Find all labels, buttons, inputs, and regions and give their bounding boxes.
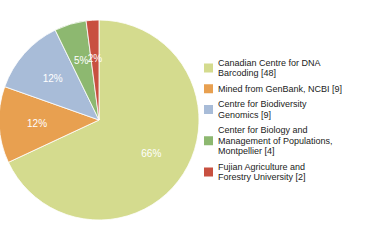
legend-item: Mined from GenBank, NCBI [9] bbox=[204, 84, 342, 94]
legend-swatch bbox=[204, 64, 213, 73]
data-labels: 66% 12% 12% 5%2% bbox=[27, 53, 161, 159]
legend-swatch bbox=[204, 105, 213, 114]
legend-label: Canadian Centre for DNABarcoding [48] bbox=[218, 58, 321, 79]
legend-item: Fujian Agriculture andForestry Universit… bbox=[204, 162, 306, 183]
chart-container: 66% 12% 12% 5%2% Canadian Centre for DNABarc… bbox=[0, 0, 380, 240]
data-label: 66% bbox=[141, 148, 161, 159]
chart: 66% 12% 12% 5%2% Canadian Centre for DNABarc… bbox=[0, 0, 380, 240]
legend-item: Center for Biology andManagement of Popu… bbox=[204, 125, 333, 156]
legend: Canadian Centre for DNABarcoding [48] Min… bbox=[204, 58, 342, 183]
page: {"chart_data": {"type": "pie", "categori… bbox=[0, 0, 380, 240]
legend-label: Fujian Agriculture andForestry Universit… bbox=[218, 162, 306, 183]
legend-item: Canadian Centre for DNABarcoding [48] bbox=[204, 58, 321, 79]
legend-swatch bbox=[204, 136, 213, 145]
legend-label: Centre for BiodiversityGenomics [9] bbox=[218, 99, 307, 120]
legend-swatch bbox=[204, 84, 213, 93]
data-label: 2% bbox=[88, 53, 103, 64]
legend-label: Center for Biology andManagement of Popu… bbox=[218, 125, 333, 156]
legend-label: Mined from GenBank, NCBI [9] bbox=[218, 84, 342, 94]
pie bbox=[0, 20, 199, 220]
pie-slice bbox=[86, 20, 99, 120]
pie-slice bbox=[55, 21, 99, 120]
legend-swatch bbox=[204, 168, 213, 177]
legend-item: Centre for BiodiversityGenomics [9] bbox=[204, 99, 307, 120]
data-label: 12% bbox=[27, 118, 47, 129]
data-label: 5% bbox=[74, 55, 89, 66]
data-label: 12% bbox=[43, 73, 63, 84]
